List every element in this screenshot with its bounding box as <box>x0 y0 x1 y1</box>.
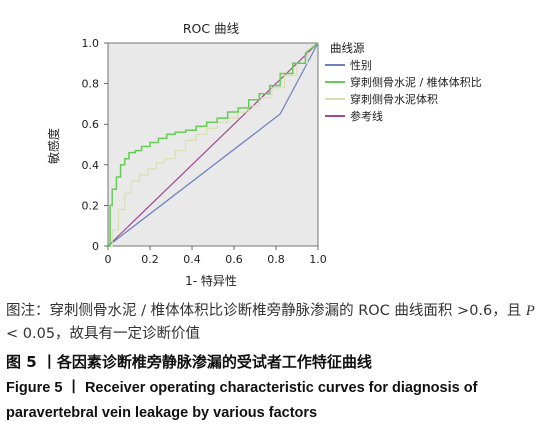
x-tick-label: 0.2 <box>141 253 159 266</box>
y-tick-label: 0.4 <box>82 159 100 172</box>
y-tick-label: 0.6 <box>82 118 100 131</box>
y-tick-label: 1.0 <box>82 37 100 50</box>
y-axis-label: 敏感度 <box>46 128 61 164</box>
legend-entry: 参考线 <box>350 109 383 123</box>
x-tick-label: 0.6 <box>225 253 243 266</box>
roc-chart: ROC 曲线 0 0.2 0.4 0.6 0.8 1.0 0 0.2 0.4 0.6 0.8 1.0… <box>46 21 482 288</box>
legend-entry: 穿刺侧骨水泥体积 <box>350 92 438 106</box>
x-axis-label: 1- 特异性 <box>185 273 237 288</box>
legend-entry: 性别 <box>350 58 372 72</box>
x-tick-label: 0.8 <box>267 253 285 266</box>
figure-note: 图注：穿刺侧骨水泥 / 椎体体积比诊断椎旁静脉渗漏的 ROC 曲线面积 >0.6… <box>6 300 542 346</box>
series-line-3 <box>107 42 319 247</box>
caption-chinese: 图 5 丨各因素诊断椎旁静脉渗漏的受试者工作特征曲线 <box>6 353 372 371</box>
caption-english: Figure 5 丨 Receiver operating characteri… <box>6 380 478 421</box>
note-prefix: 图注：穿刺侧骨水泥 / 椎体体积比诊断椎旁静脉渗漏的 ROC 曲线面积 >0.6… <box>6 303 526 319</box>
note-p-value: P <box>525 303 535 319</box>
note-suffix: < 0.05，故具有一定诊断价值 <box>6 326 201 342</box>
chart-title: ROC 曲线 <box>183 21 240 36</box>
y-tick-label: 0.2 <box>82 199 100 212</box>
x-axis: 0 0.2 0.4 0.6 0.8 1.0 <box>105 246 327 266</box>
x-tick-label: 0.4 <box>183 253 201 266</box>
x-tick-label: 0 <box>105 253 112 266</box>
series-line-2 <box>108 42 319 247</box>
x-tick-label: 1.0 <box>309 253 327 266</box>
legend-entry: 穿刺侧骨水泥 / 椎体体积比 <box>350 75 482 89</box>
series-line-0 <box>107 42 319 247</box>
y-axis: 0 0.2 0.4 0.6 0.8 1.0 <box>82 37 108 253</box>
y-tick-label: 0.8 <box>82 78 100 91</box>
series-lines <box>107 42 319 247</box>
legend-title: 曲线源 <box>330 41 365 55</box>
series-line-1 <box>108 42 319 247</box>
y-tick-label: 0 <box>92 240 99 253</box>
